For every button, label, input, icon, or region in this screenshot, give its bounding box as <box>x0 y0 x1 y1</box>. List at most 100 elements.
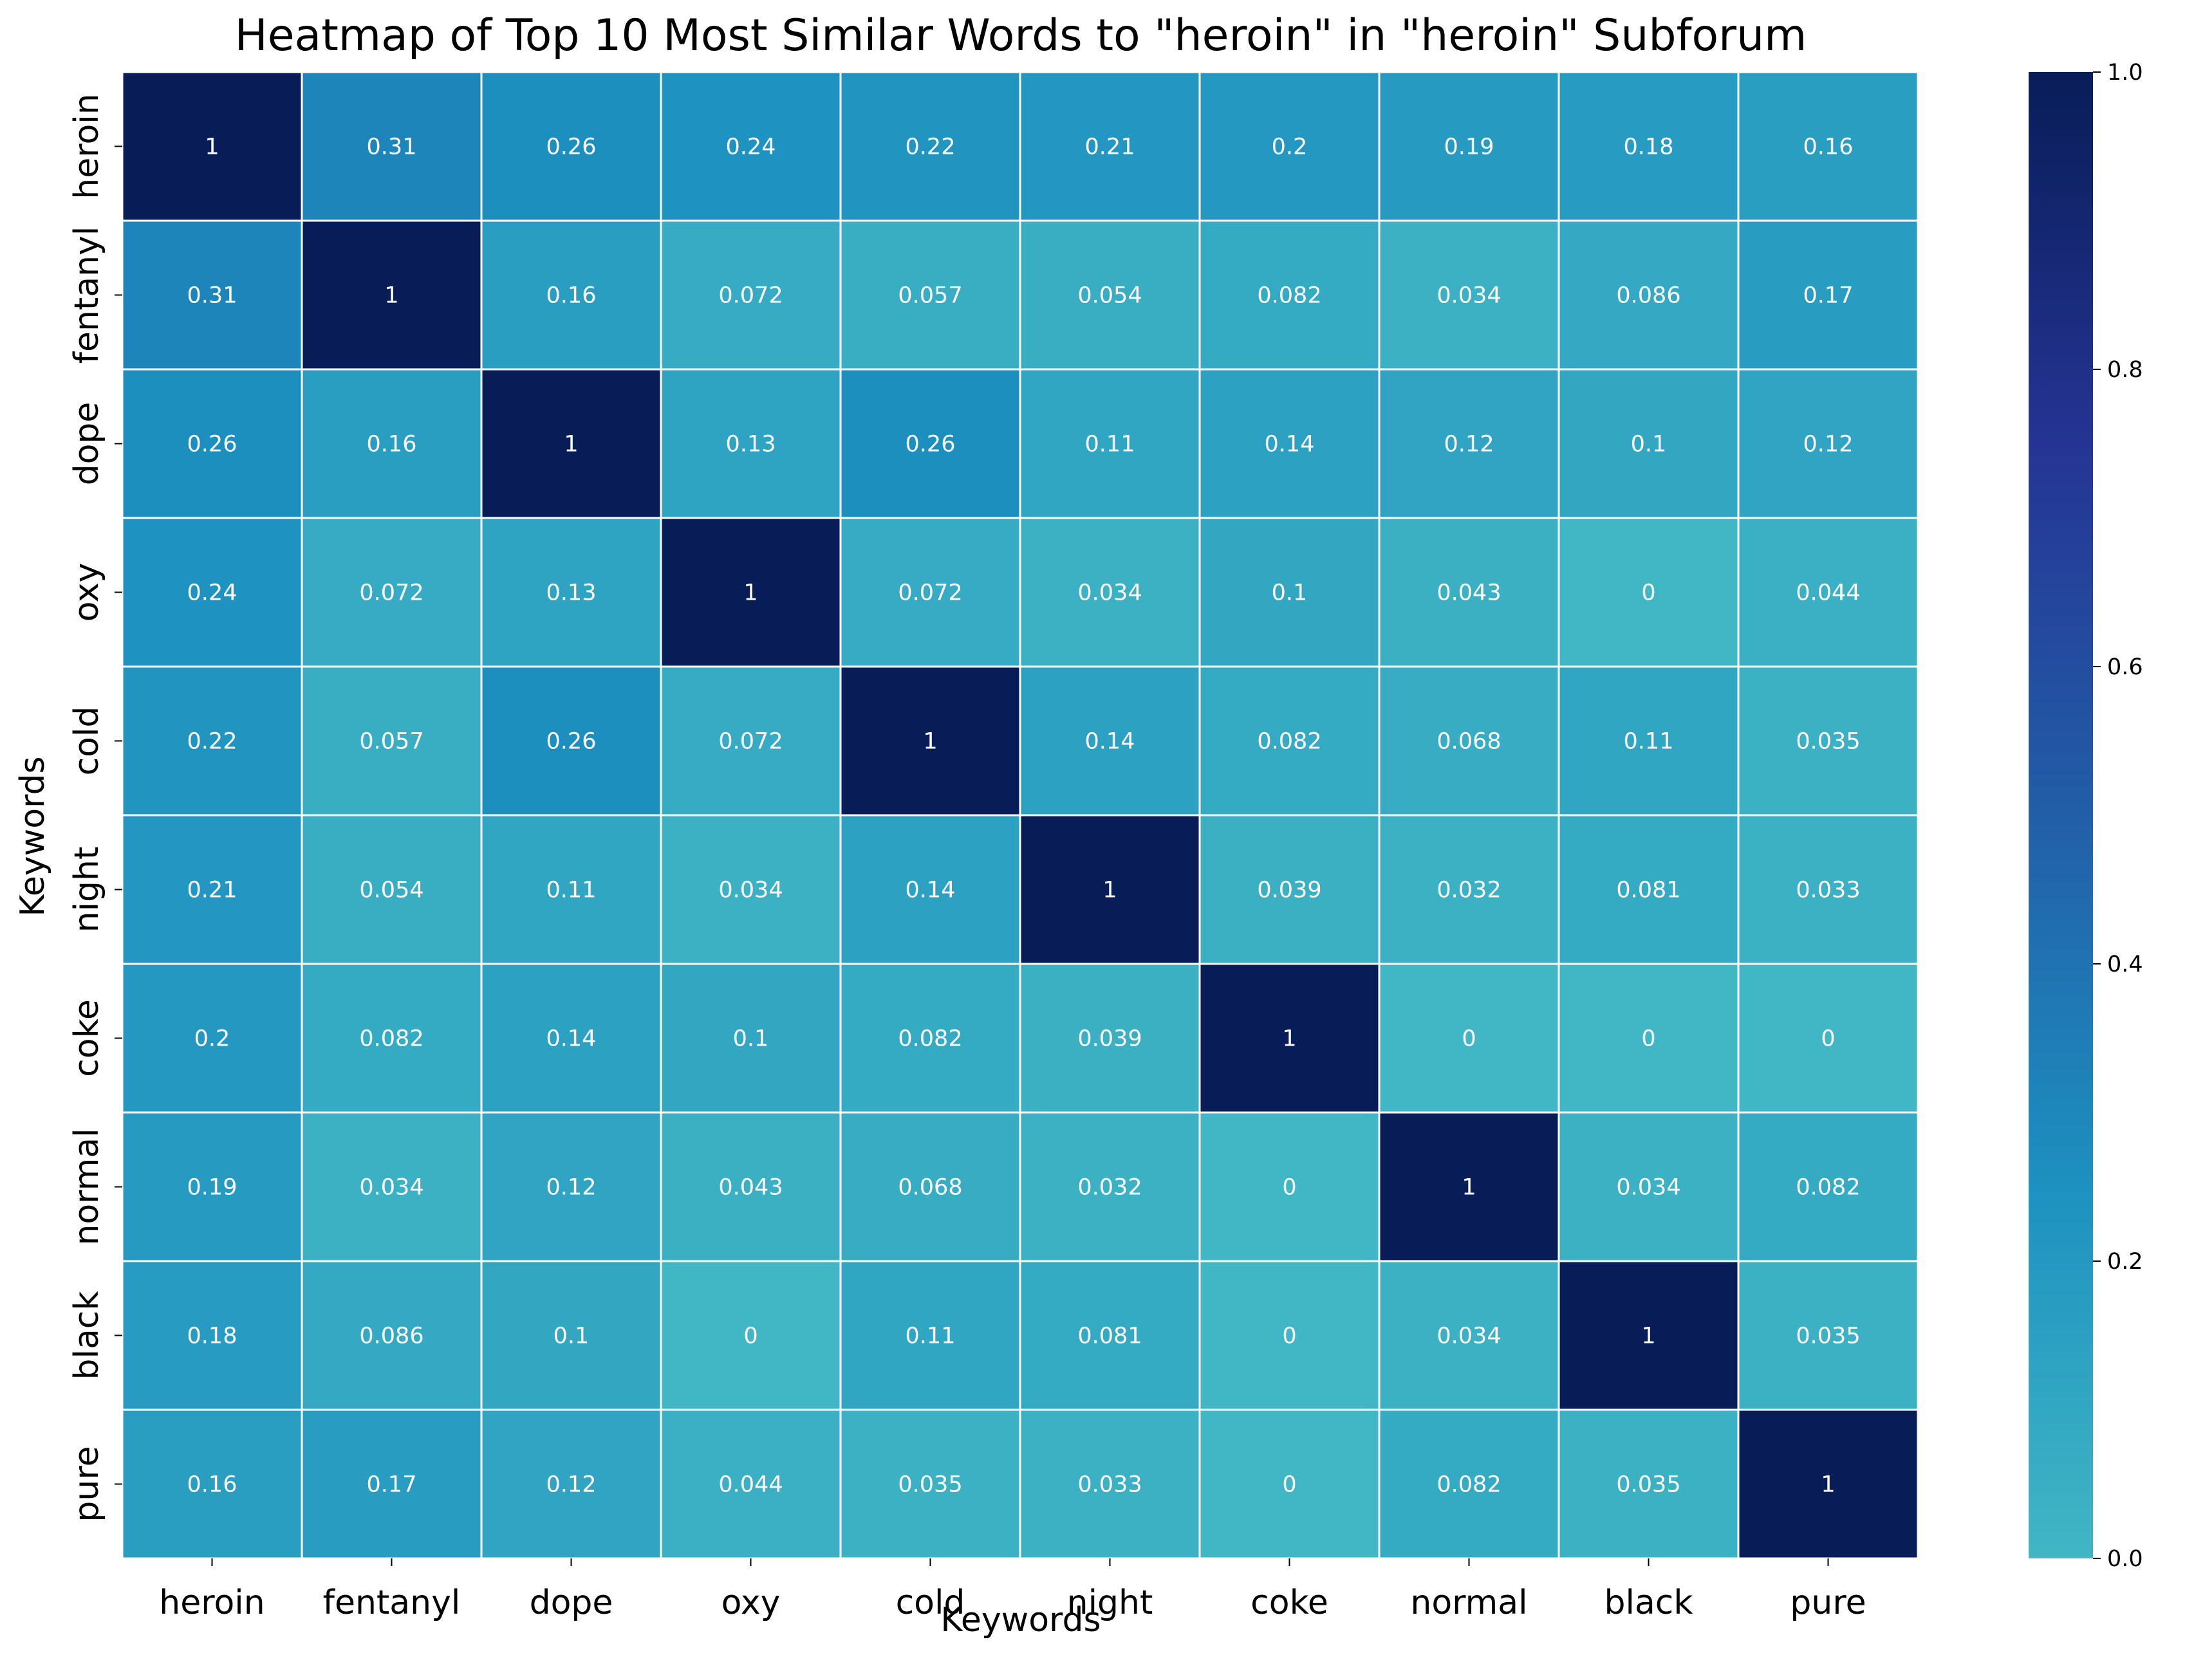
heatmap-cell <box>1198 1260 1381 1411</box>
heatmap-cell <box>301 1408 483 1560</box>
cell-value-label: 0.19 <box>187 1175 237 1201</box>
heatmap-cell <box>660 71 842 222</box>
cell-value-label: 0.035 <box>1796 729 1860 755</box>
cell-value-label: 0.072 <box>359 580 423 606</box>
x-tick-label: fentanyl <box>323 1583 461 1622</box>
cell-value-label: 0.16 <box>1803 134 1854 160</box>
cell-value-label: 0.17 <box>367 1472 417 1498</box>
cell-value-label: 0.21 <box>1085 134 1135 160</box>
cell-value-label: 0.11 <box>1624 729 1674 755</box>
cell-value-label: 1 <box>743 580 758 606</box>
cell-value-label: 0.044 <box>1796 580 1860 606</box>
cell-value-label: 0.1 <box>1631 432 1667 457</box>
heatmap-cell <box>839 368 1021 519</box>
heatmap-cell <box>1198 1408 1381 1560</box>
colorbar-gradient <box>2029 72 2093 1558</box>
cell-value-label: 0 <box>1282 1175 1296 1201</box>
y-tick-label: black <box>68 1291 106 1380</box>
cell-value-label: 0.081 <box>1616 878 1680 903</box>
y-tick-label: night <box>68 847 106 933</box>
cell-value-label: 0.034 <box>359 1175 423 1201</box>
heatmap-cell <box>1737 219 1919 371</box>
heatmap-cell <box>121 814 303 965</box>
heatmap-cell <box>301 665 483 817</box>
cell-value-label: 0.072 <box>718 729 783 755</box>
cell-value-label: 0.12 <box>546 1175 597 1201</box>
heatmap-cell <box>839 1260 1021 1411</box>
colorbar-tick-label: 0.0 <box>2107 1546 2143 1572</box>
y-tick-label: dope <box>68 402 106 486</box>
heatmap-cell <box>1198 368 1381 519</box>
heatmap-cell <box>1557 219 1740 371</box>
heatmap-cell <box>1737 963 1919 1114</box>
cell-value-label: 0.18 <box>187 1324 237 1349</box>
heatmap-cell <box>660 814 842 965</box>
heatmap-cell <box>1737 665 1919 817</box>
cell-value-label: 0.2 <box>1272 134 1308 160</box>
cell-value-label: 0.039 <box>1077 1026 1142 1052</box>
cell-value-label: 0.035 <box>898 1472 962 1498</box>
heatmap-cell <box>480 71 662 222</box>
cell-value-label: 0.31 <box>367 134 417 160</box>
cell-value-label: 0.1 <box>1272 580 1308 606</box>
colorbar-tick-label: 0.6 <box>2107 654 2143 680</box>
x-tick-label: coke <box>1251 1583 1328 1622</box>
heatmap-cell <box>1019 517 1201 668</box>
cell-value-label: 0.054 <box>1077 283 1142 309</box>
cell-value-label: 0.16 <box>367 432 417 457</box>
y-tick-label: heroin <box>68 93 106 199</box>
heatmap-cell <box>660 1408 842 1560</box>
cell-value-label: 0.24 <box>726 134 776 160</box>
heatmap-cell <box>301 219 483 371</box>
cell-value-label: 0.072 <box>898 580 962 606</box>
heatmap-cell <box>301 1111 483 1262</box>
heatmap-cell <box>1198 219 1381 371</box>
cell-value-label: 0.086 <box>1616 283 1680 309</box>
chart-title: Heatmap of Top 10 Most Similar Words to … <box>235 10 1807 61</box>
cell-value-label: 0.26 <box>546 729 597 755</box>
heatmap-cell <box>1557 1111 1740 1262</box>
cell-value-label: 0.033 <box>1796 878 1860 903</box>
cell-value-label: 0.12 <box>1803 432 1854 457</box>
heatmap-cell <box>1378 1111 1560 1262</box>
cell-value-label: 0.26 <box>187 432 237 457</box>
cell-value-label: 0.22 <box>906 134 956 160</box>
y-tick-label: oxy <box>68 563 106 622</box>
heatmap-cell <box>1019 219 1201 371</box>
cell-value-label: 0.034 <box>718 878 783 903</box>
heatmap-cell <box>121 517 303 668</box>
cell-value-label: 0.057 <box>898 283 962 309</box>
cell-value-label: 0 <box>1641 1026 1655 1052</box>
y-tick-label: cold <box>68 706 106 776</box>
heatmap-cell <box>1557 517 1740 668</box>
heatmap-cell <box>1019 1111 1201 1262</box>
cell-value-label: 1 <box>923 729 937 755</box>
y-tick-label: pure <box>68 1446 106 1522</box>
colorbar-tick-label: 0.4 <box>2107 952 2143 977</box>
heatmap-cell <box>121 368 303 519</box>
cell-value-label: 0.034 <box>1437 1324 1501 1349</box>
heatmap-cell <box>480 219 662 371</box>
cell-value-label: 0.032 <box>1077 1175 1142 1201</box>
cell-value-label: 0.072 <box>718 283 783 309</box>
y-tick-labels: heroin fentanyl dope oxy cold night coke normal… <box>68 93 122 1522</box>
y-tick-label: coke <box>68 999 106 1077</box>
heatmap-cell <box>121 71 303 222</box>
cell-value-label: 0.035 <box>1796 1324 1860 1349</box>
heatmap-cell <box>1198 814 1381 965</box>
cell-value-label: 0.034 <box>1077 580 1142 606</box>
heatmap-cell <box>1737 1111 1919 1262</box>
heatmap-cell <box>1378 368 1560 519</box>
cell-value-label: 0.17 <box>1803 283 1854 309</box>
cell-value-label: 1 <box>1641 1324 1655 1349</box>
heatmap-cell <box>1557 1260 1740 1411</box>
heatmap-cell <box>839 517 1021 668</box>
colorbar-ticks: 0.0 0.2 0.4 0.6 0.8 1.0 <box>2093 60 2143 1572</box>
cell-value-label: 0.082 <box>1437 1472 1501 1498</box>
cell-value-label: 0.11 <box>1085 432 1135 457</box>
cell-value-label: 0.043 <box>1437 580 1501 606</box>
cell-value-label: 0.082 <box>1257 729 1321 755</box>
cell-value-label: 1 <box>564 432 578 457</box>
heatmap-cell <box>839 1408 1021 1560</box>
